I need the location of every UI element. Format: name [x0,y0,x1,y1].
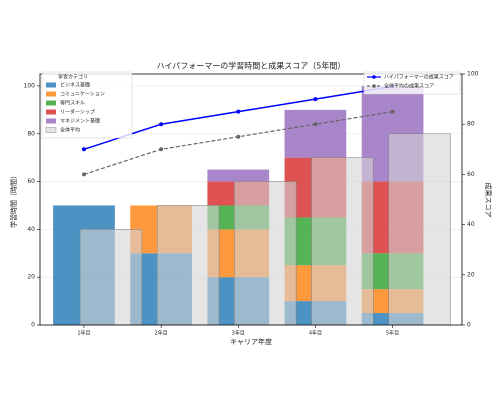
legend-label: リーダーシップ [60,109,95,116]
score-marker [81,172,86,177]
y2-tick-label: 0 [467,322,471,329]
y2-tick-label: 60 [467,171,475,178]
y-tick-label: 60 [27,178,35,185]
score-marker [313,97,318,102]
legend-label: コミュニケーション [60,91,105,98]
legend-title: 学習カテゴリ [58,74,88,81]
score-marker [159,147,164,152]
x-tick-label: 5年目 [386,330,399,337]
legend-swatch [46,82,56,88]
plot-frame [39,73,463,326]
legend-marker [372,75,376,79]
legend-label: マネジメント基礎 [60,118,100,125]
legend-swatch [46,109,56,115]
legend-swatch [45,127,57,133]
x-tick-label: 2年目 [155,330,168,337]
y2-tick-label: 40 [467,221,475,228]
score-marker [236,109,241,114]
score-marker [159,122,164,127]
y-tick-label: 20 [27,274,35,281]
average-bar [311,157,374,326]
score-marker [390,109,395,114]
legend-label: 全体平均 [60,127,80,134]
bar-segment [284,109,347,158]
x-tick-label: 3年目 [232,330,245,337]
score-marker [313,122,318,127]
average-bar [79,229,143,326]
average-bar [388,133,451,326]
y-axis-label: 学習時間（時間） [9,172,18,228]
score-marker [81,147,86,152]
legend-swatch [46,100,56,106]
score-marker [236,134,241,139]
y2-tick-label: 100 [467,71,479,78]
y-tick-label: 40 [27,226,35,233]
legend-label: ハイパフォーマーの成果スコア [384,74,454,81]
bar-segment [207,169,270,182]
y2-tick-label: 80 [467,121,475,128]
average-bar [156,205,220,326]
x-tick-label: 4年目 [309,330,322,337]
legend-label: ビジネス基礎 [60,82,90,89]
average-bar [234,181,297,326]
y2-axis-label: 成果スコア [484,183,493,218]
legend-swatch [46,118,56,124]
legend-marker [372,84,376,88]
legend-box [363,71,461,95]
y-tick-label: 0 [31,322,35,329]
y-tick-label: 100 [24,82,36,89]
x-axis-label: キャリア年度 [230,337,272,346]
chart-title: ハイパフォーマーの学習時間と成果スコア（5年間） [157,61,346,71]
legend-label: 全体平均の成果スコア [384,83,434,90]
legend-label: 専門スキル [60,100,85,107]
y2-tick-label: 20 [467,271,475,278]
x-tick-label: 1年目 [77,330,90,337]
legend-box [41,71,133,139]
legend-swatch [46,91,56,97]
y-tick-label: 80 [27,130,35,137]
